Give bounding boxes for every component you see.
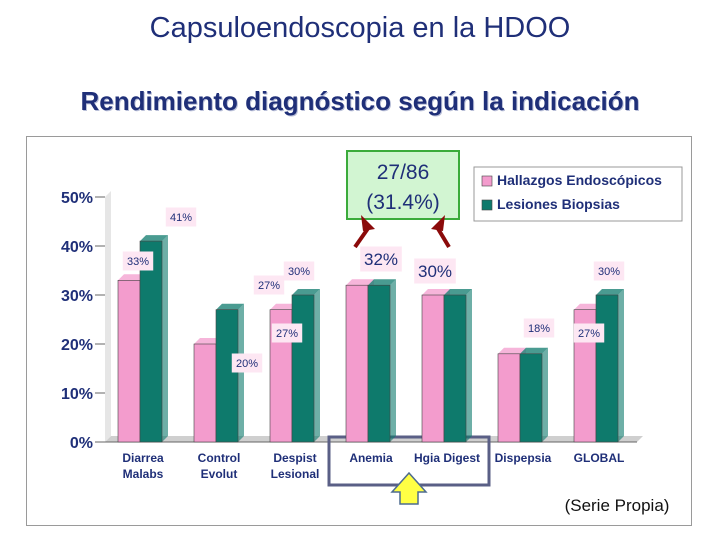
callout-line2: (31.4%) (366, 191, 440, 214)
bar-lesiones-top (216, 303, 244, 310)
data-label: 27% (578, 328, 600, 340)
bar-lesiones (595, 294, 619, 443)
callout-box (346, 150, 460, 220)
bar-lesiones-side (466, 289, 472, 442)
bar-lesiones-side (238, 303, 244, 442)
category-label: Dispepsia (495, 451, 552, 465)
bar-hallazgos-top (422, 289, 450, 295)
data-label-box (165, 207, 197, 227)
legend-swatch (481, 199, 493, 211)
data-label-box (360, 246, 402, 272)
source-note: (Serie Propia) (565, 496, 670, 515)
y-tick-label: 0% (70, 435, 93, 452)
data-label-box (414, 258, 456, 284)
bar-lesiones (215, 309, 239, 443)
bar-lesiones (291, 294, 315, 443)
bar-lesiones-side (542, 347, 548, 442)
bar-lesiones-top (140, 235, 168, 242)
chart-side-wall (105, 191, 111, 442)
category-label: Control (198, 451, 241, 465)
data-label: 32% (364, 250, 398, 269)
chart-frame: 0% 10% 20% 30% 40% 50% Diarrea Malabs Control Evo… (26, 136, 692, 526)
y-tick-label: 10% (61, 386, 93, 403)
y-tick-label: 30% (61, 288, 93, 305)
bar-lesiones (139, 240, 163, 443)
category-label: Diarrea (122, 451, 164, 465)
bar-hallazgos-top (498, 347, 526, 354)
data-label: 41% (170, 212, 192, 224)
bar-lesiones-top (596, 289, 624, 295)
data-label: 30% (598, 266, 620, 278)
bar-lesiones-side (314, 289, 320, 442)
bar-hallazgos (421, 294, 445, 443)
y-tick-label: 40% (61, 239, 93, 256)
bar-lesiones-side (162, 235, 168, 442)
data-label: 30% (288, 266, 310, 278)
data-label: 27% (258, 280, 280, 292)
chart: 0% 10% 20% 30% 40% 50% Diarrea Malabs Control Evo… (61, 150, 683, 515)
data-label: 27% (276, 328, 298, 340)
bar-hallazgos-top (574, 303, 602, 310)
bar-hallazgos (497, 353, 521, 443)
data-label-box (271, 323, 303, 343)
y-tick-label: 20% (61, 337, 93, 354)
bar-hallazgos (193, 343, 217, 443)
data-label-box (523, 318, 555, 338)
bar-lesiones (519, 353, 543, 443)
legend-swatch (481, 175, 493, 187)
data-label-box (122, 251, 154, 271)
legend-label: Hallazgos Endoscópicos (497, 172, 662, 188)
data-label-box (231, 353, 263, 373)
bar-lesiones (443, 294, 467, 443)
bar-hallazgos-top (346, 279, 374, 286)
callout-arrow-left-head (361, 215, 375, 231)
category-label: Anemia (349, 451, 393, 465)
slide-title: Capsuloendoscopia en la HDOO (149, 12, 571, 44)
y-tick-label: 50% (61, 190, 93, 207)
data-label-box (283, 261, 315, 281)
bar-hallazgos-top (270, 303, 298, 310)
data-label-box (593, 261, 625, 281)
bar-lesiones (367, 284, 391, 443)
bar-lesiones-top (520, 347, 548, 354)
bar-lesiones-side (618, 289, 624, 442)
category-label: Hgia Digest (414, 451, 480, 465)
callout-arrow-right-head (431, 215, 445, 231)
bar-lesiones-side (390, 279, 396, 442)
data-label: 18% (528, 323, 550, 335)
legend-label: Lesiones Biopsias (497, 196, 620, 212)
bar-hallazgos (117, 280, 141, 443)
bar-lesiones-top (292, 289, 320, 295)
slide-subtitle: Rendimiento diagnóstico según la indicac… (80, 86, 640, 116)
data-label: 30% (418, 262, 452, 281)
callout-arrow-right (435, 225, 451, 249)
category-label: Evolut (201, 467, 238, 481)
data-label-box (253, 275, 285, 295)
bar-lesiones-top (368, 279, 396, 286)
category-label: Malabs (123, 467, 164, 481)
data-label: 33% (127, 256, 149, 268)
bar-lesiones-top (444, 289, 472, 295)
category-label: Despist (273, 451, 316, 465)
bar-hallazgos-top (194, 338, 222, 344)
data-label-box (573, 323, 605, 343)
bar-hallazgos-top (118, 274, 146, 281)
bar-hallazgos (345, 284, 369, 443)
category-label: Lesional (271, 467, 320, 481)
callout-line1: 27/86 (377, 161, 430, 184)
legend-box (473, 166, 683, 222)
data-label: 20% (236, 358, 258, 370)
up-arrow-icon (390, 471, 428, 505)
category-label: GLOBAL (574, 451, 625, 465)
